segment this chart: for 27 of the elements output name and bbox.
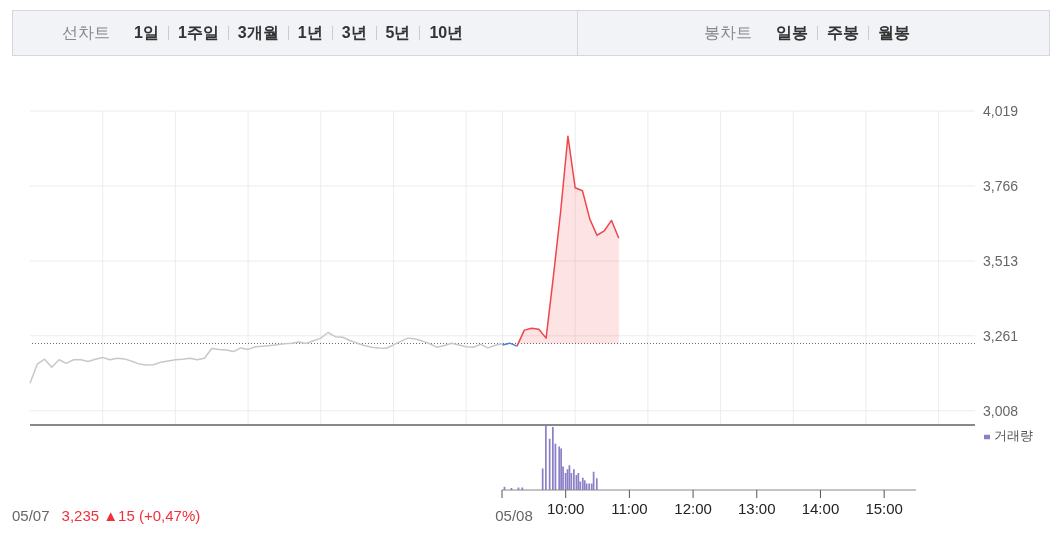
- x-tick-label: 11:00: [611, 500, 648, 517]
- text: 월봉: [868, 24, 919, 41]
- x-tick-label: 10:00: [546, 500, 585, 517]
- text: 05/08: [494, 507, 534, 524]
- y-tick-label: 3,261: [983, 327, 1019, 344]
- text: 주봉: [817, 24, 868, 41]
- y-tick-label: 4,019: [983, 102, 1019, 119]
- text: 봉차트: [703, 24, 753, 41]
- x-tick-label: 12:00: [674, 500, 712, 517]
- y-tick-label: 3,766: [983, 177, 1019, 194]
- text: 10년: [419, 24, 473, 41]
- text: 1주일: [167, 24, 228, 41]
- text: 3개월: [227, 24, 288, 41]
- y-tick-label: 3,513: [983, 253, 1019, 269]
- x-tick-label: 14:00: [801, 500, 840, 517]
- text: 3년: [331, 24, 376, 41]
- text: 3,235 ▲15 (+0,47%): [61, 507, 201, 524]
- text: 선차트: [61, 24, 111, 41]
- text: 5년: [375, 24, 420, 41]
- text: 1일: [133, 24, 160, 41]
- text: 05/07: [12, 507, 50, 524]
- text: 1년: [287, 24, 332, 41]
- legend-label: 거래량: [994, 428, 1033, 443]
- x-tick-label: 15:00: [865, 500, 903, 517]
- text: 일봉: [775, 24, 809, 41]
- x-tick-label: 13:00: [738, 500, 776, 517]
- y-tick-label: 3,008: [983, 402, 1019, 419]
